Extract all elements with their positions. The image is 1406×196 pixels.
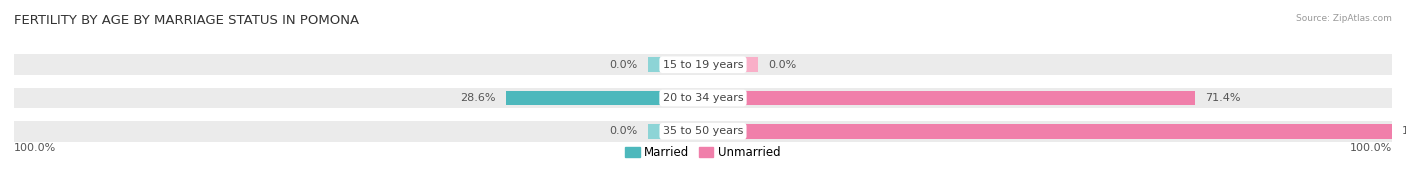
Bar: [648, 57, 703, 72]
Text: 0.0%: 0.0%: [769, 60, 797, 70]
Bar: [14, 121, 1392, 142]
Bar: [14, 54, 1392, 75]
Text: 28.6%: 28.6%: [460, 93, 496, 103]
Bar: [703, 91, 1195, 105]
Text: 20 to 34 years: 20 to 34 years: [662, 93, 744, 103]
Text: 71.4%: 71.4%: [1205, 93, 1240, 103]
Legend: Married, Unmarried: Married, Unmarried: [620, 141, 786, 163]
Text: 0.0%: 0.0%: [609, 126, 637, 136]
Text: 15 to 19 years: 15 to 19 years: [662, 60, 744, 70]
Text: 0.0%: 0.0%: [609, 60, 637, 70]
Text: Source: ZipAtlas.com: Source: ZipAtlas.com: [1296, 14, 1392, 23]
Bar: [703, 57, 758, 72]
Bar: [648, 124, 703, 139]
Text: 100.0%: 100.0%: [14, 142, 56, 152]
Text: 100.0%: 100.0%: [1350, 142, 1392, 152]
Bar: [14, 88, 1392, 108]
Bar: [703, 124, 1392, 139]
Text: FERTILITY BY AGE BY MARRIAGE STATUS IN POMONA: FERTILITY BY AGE BY MARRIAGE STATUS IN P…: [14, 14, 359, 27]
Bar: [506, 91, 703, 105]
Text: 35 to 50 years: 35 to 50 years: [662, 126, 744, 136]
Text: 100.0%: 100.0%: [1402, 126, 1406, 136]
